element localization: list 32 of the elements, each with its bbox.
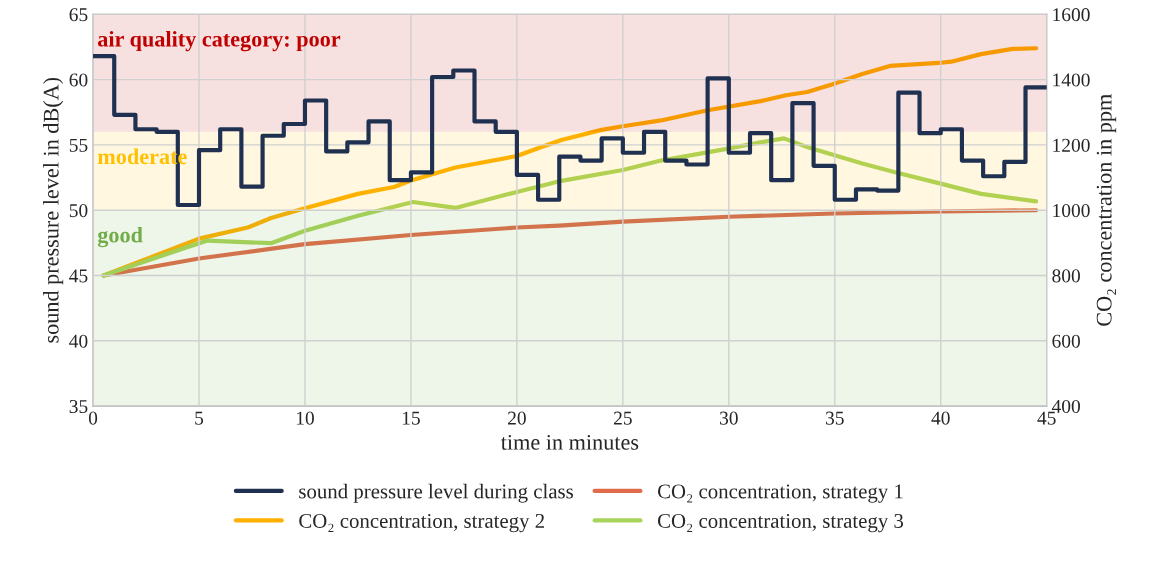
band-label: good [97,226,143,248]
x-tick-label: 35 [825,411,844,425]
x-tick-label: 10 [296,411,314,425]
y2-tick-label: 600 [1052,334,1080,348]
y-tick-label: 50 [69,204,88,218]
y-axis-title: sound pressure level in dB(A) [43,77,64,343]
y2-axis-title: CO₂ concentration in ppm [1096,94,1117,326]
x-tick-label: 25 [613,411,632,425]
y-tick-label: 40 [69,334,88,348]
x-tick-label: 0 [88,411,98,425]
legend-label: CO₂ concentration, strategy 2 [299,513,544,533]
x-tick-label: 30 [720,411,738,425]
x-tick-label: 20 [508,411,526,425]
legend-label: CO₂ concentration, strategy 1 [657,484,903,503]
y2-tick-label: 1600 [1053,8,1090,22]
y-tick-label: 60 [69,73,88,87]
y2-tick-label: 1000 [1053,204,1090,218]
y-tick-label: 55 [69,138,88,152]
band-label: air quality category: poor [97,30,341,52]
x-tick-label: 15 [402,411,420,425]
x-tick-label: 40 [931,411,950,425]
x-axis-title: time in minutes [500,434,639,450]
x-tick-label: 5 [195,411,204,425]
legend-label: CO₂ concentration, strategy 3 [657,513,904,533]
y2-tick-label: 1400 [1053,73,1090,87]
y-tick-label: 65 [69,8,88,22]
y2-tick-label: 1200 [1053,138,1090,152]
legend-label: sound pressure level during class [299,483,573,503]
x-tick-label: 45 [1037,411,1056,425]
y-tick-label: 45 [69,269,88,283]
y2-tick-label: 800 [1052,269,1080,283]
y-tick-label: 35 [69,399,88,414]
